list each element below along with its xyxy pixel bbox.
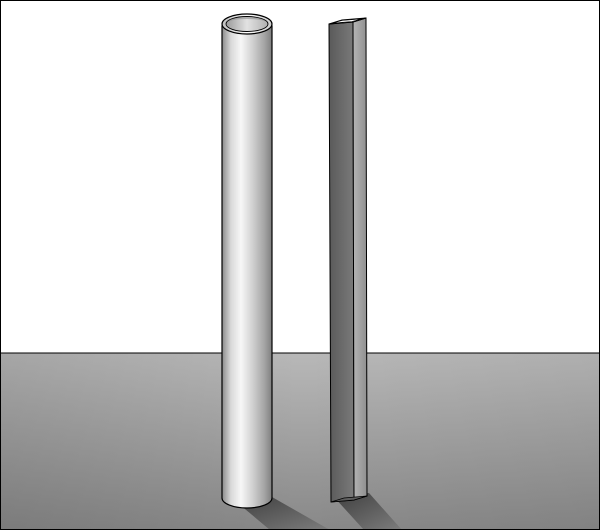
bar-side-face [352, 17, 368, 501]
wall-background [0, 0, 600, 353]
tube-top-opening [225, 16, 269, 32]
flat-bar [328, 17, 368, 503]
tube-body [221, 25, 273, 509]
bar-shadow [334, 493, 402, 530]
bar-front-face [328, 21, 355, 503]
bar-bottom-edge [330, 495, 368, 503]
tube-inner-shade [227, 17, 267, 23]
round-tube [221, 13, 273, 509]
bar-top-inner [332, 18, 362, 24]
floor-tint [0, 353, 600, 530]
